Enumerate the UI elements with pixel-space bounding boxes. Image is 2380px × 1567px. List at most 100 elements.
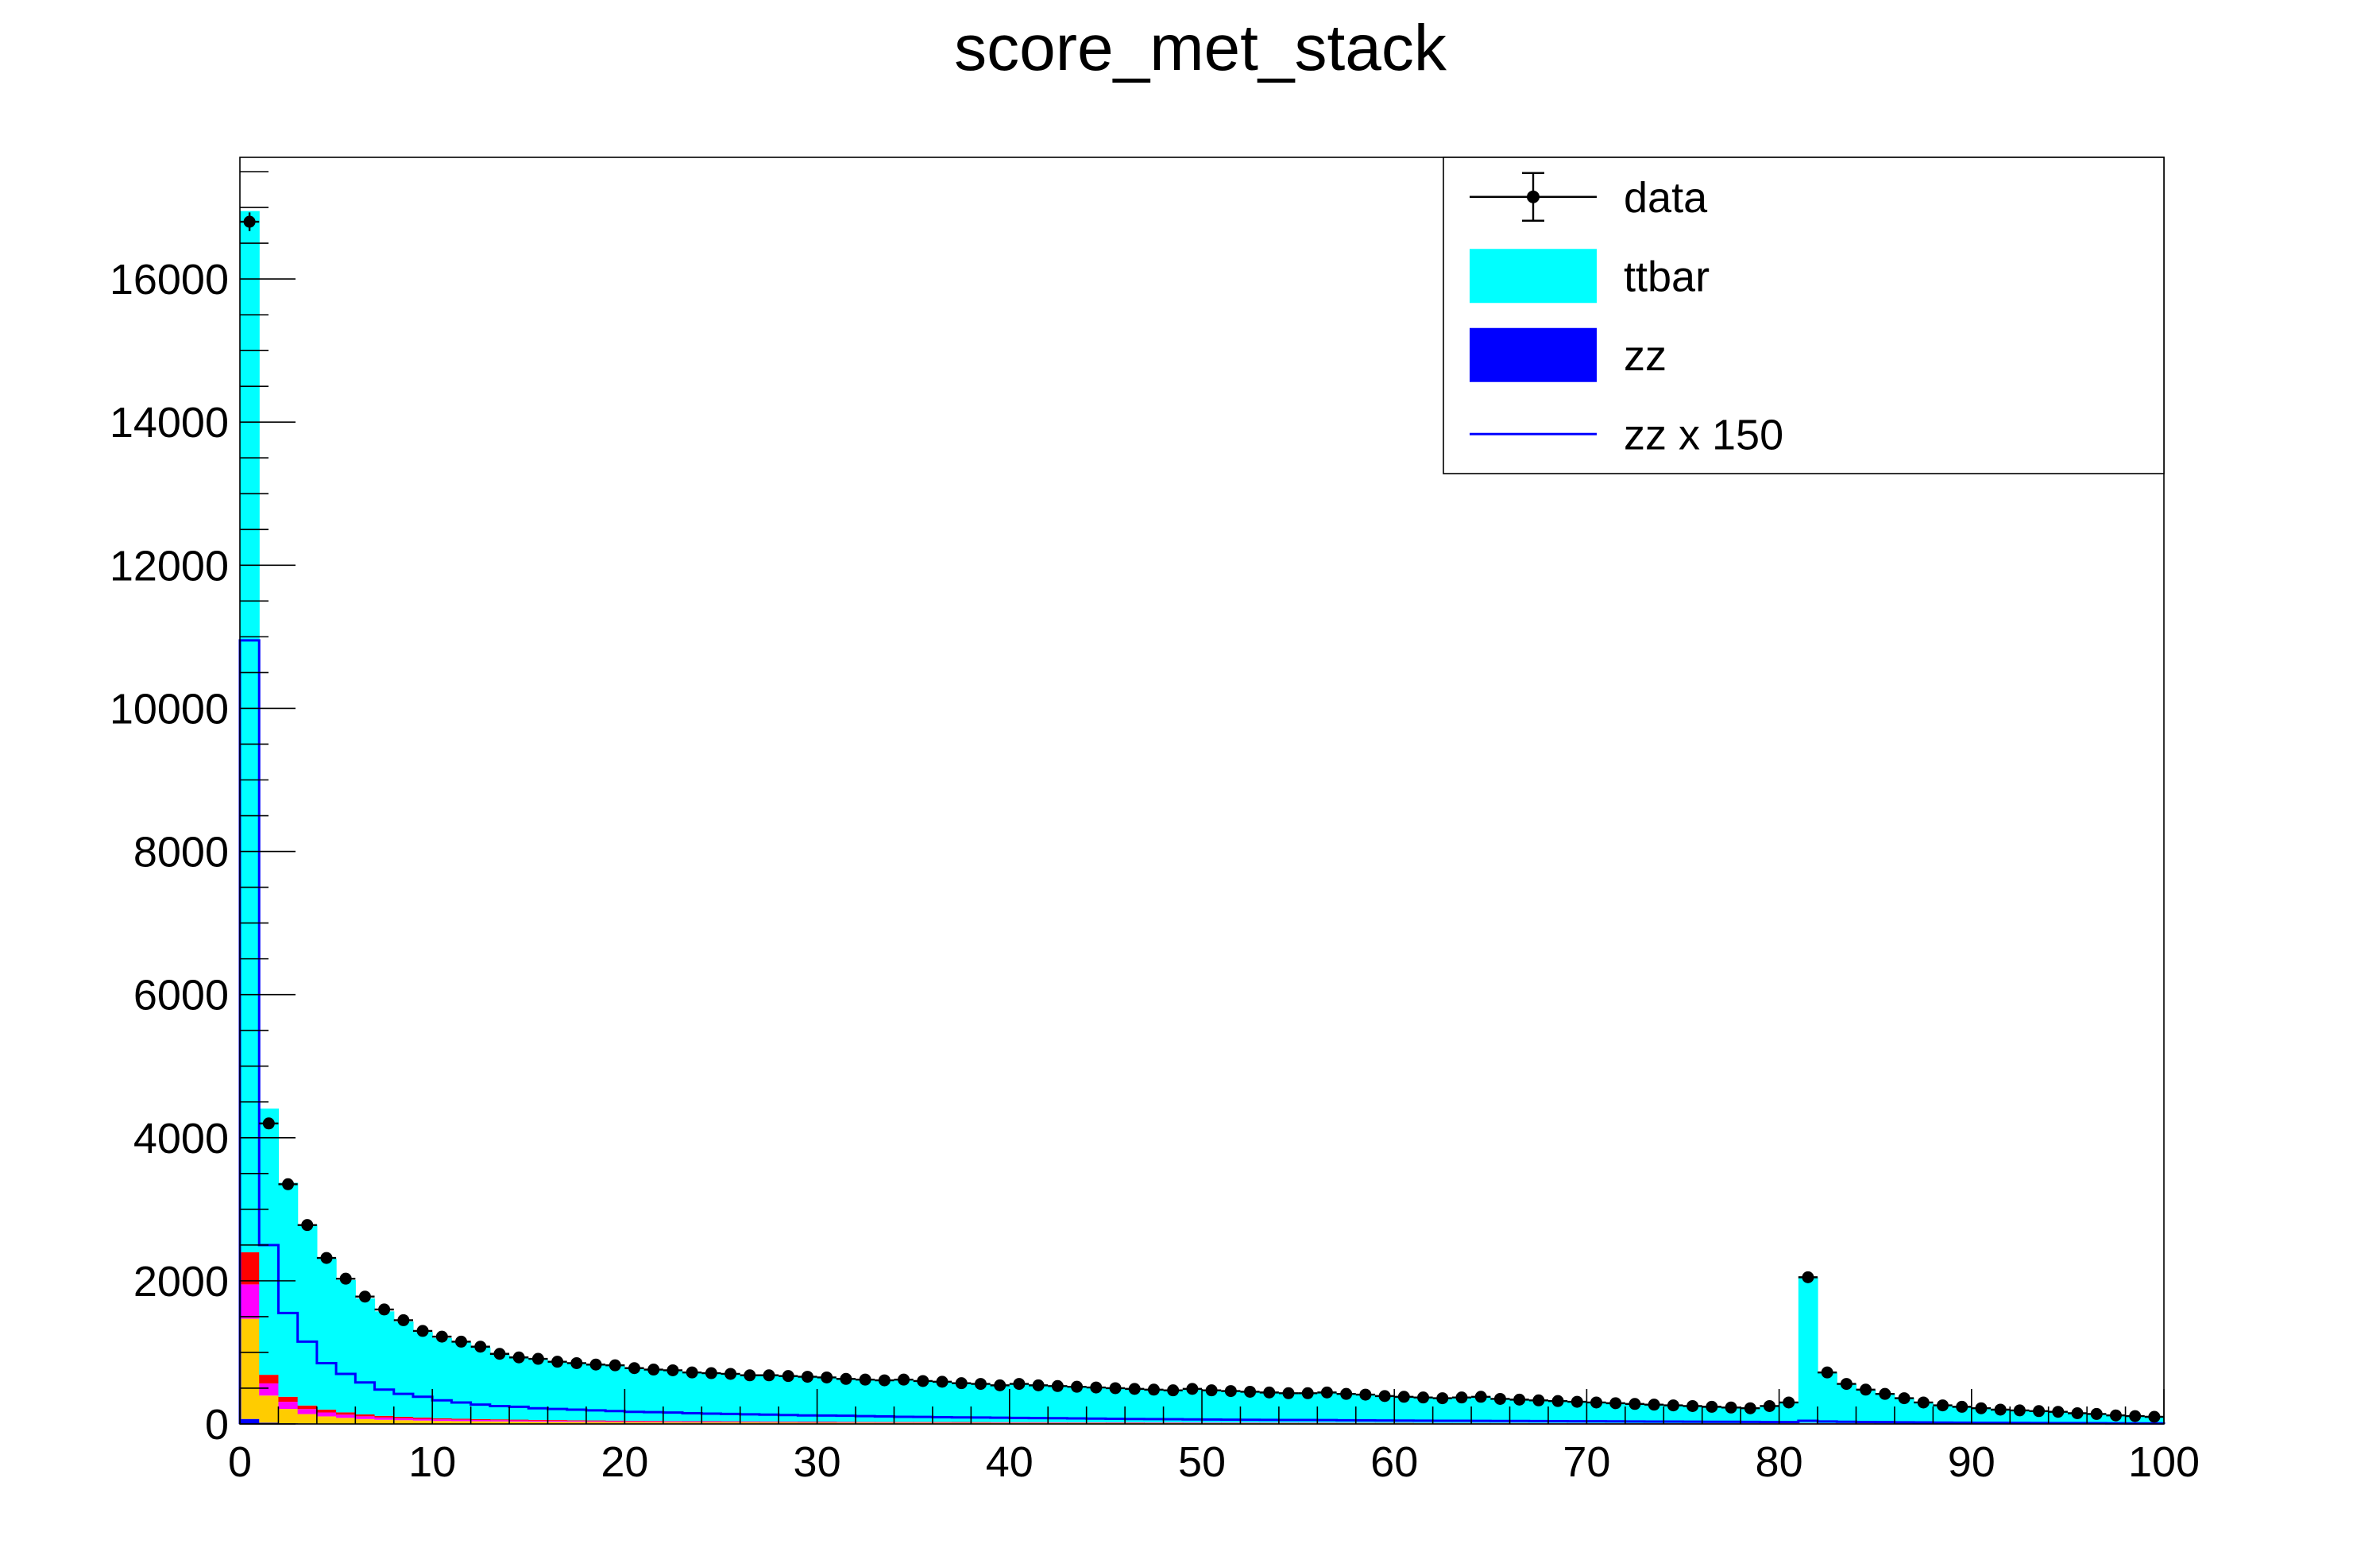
ttbar-bar — [1663, 1405, 1684, 1423]
data-point — [378, 1303, 391, 1316]
data-point — [821, 1371, 833, 1383]
red-bg-bar — [412, 1417, 433, 1419]
ttbar-bar — [1048, 1386, 1068, 1422]
x-tick-label: 80 — [1756, 1438, 1803, 1486]
red-bg-bar — [355, 1414, 376, 1417]
ttbar-bar — [1702, 1406, 1722, 1423]
ttbar-bar — [1644, 1404, 1664, 1423]
data-point — [358, 1290, 371, 1303]
data-point — [1455, 1391, 1468, 1404]
x-tick-label: 30 — [794, 1438, 841, 1486]
magenta-bg-bar — [932, 1422, 952, 1423]
magenta-bg-bar — [528, 1420, 549, 1422]
legend-box — [1443, 157, 2165, 474]
data-point — [435, 1330, 448, 1343]
data-point — [763, 1369, 775, 1382]
red-bg-bar — [528, 1419, 549, 1421]
data-point — [1821, 1366, 1833, 1379]
data-point — [1205, 1384, 1218, 1397]
data-point — [647, 1364, 660, 1376]
orange-bg-bar — [894, 1422, 914, 1424]
ttbar-bar — [1933, 1405, 1953, 1424]
data-point — [1763, 1399, 1775, 1412]
data-point — [801, 1371, 813, 1383]
red-bg-bar — [663, 1421, 683, 1422]
data-point — [1128, 1383, 1141, 1395]
ttbar-bar — [259, 1109, 280, 1375]
data-point — [2013, 1404, 2026, 1417]
magenta-bg-bar — [489, 1420, 510, 1422]
data-point — [2071, 1406, 2084, 1419]
magenta-bg-bar — [509, 1420, 529, 1422]
ttbar-bar — [432, 1337, 453, 1418]
ttbar-bar — [798, 1377, 818, 1422]
magenta-bg-bar — [432, 1419, 453, 1422]
magenta-bg-bar — [836, 1422, 856, 1423]
magenta-bg-bar — [856, 1422, 875, 1423]
legend-label: zz x 150 — [1624, 411, 1783, 458]
data-point — [1917, 1396, 1930, 1409]
ttbar-bar — [470, 1347, 491, 1419]
magenta-bg-bar — [336, 1414, 356, 1418]
data-point — [320, 1252, 333, 1264]
x-tick-label: 70 — [1563, 1438, 1610, 1486]
data-point — [628, 1362, 641, 1375]
orange-bg-bar — [721, 1422, 741, 1424]
magenta-bg-bar — [971, 1422, 991, 1423]
data-point — [243, 215, 256, 228]
red-bg-bar — [374, 1415, 395, 1418]
magenta-bg-bar — [278, 1402, 299, 1410]
red-bg-bar — [624, 1420, 645, 1422]
red-bg-bar — [509, 1419, 529, 1421]
plot-area — [238, 157, 2166, 1425]
magenta-bg-bar — [470, 1419, 491, 1422]
data-point — [2090, 1407, 2103, 1420]
data-point — [551, 1356, 564, 1368]
data-point — [2033, 1405, 2046, 1418]
data-point — [1032, 1379, 1045, 1391]
data-point — [1667, 1399, 1679, 1412]
data-point — [878, 1374, 891, 1387]
orange-bg-bar — [316, 1416, 337, 1424]
y-tick-label: 8000 — [133, 829, 229, 876]
data-point — [1051, 1379, 1064, 1392]
data-point — [1956, 1400, 1969, 1413]
ttbar-bar — [336, 1279, 356, 1413]
red-bg-bar — [316, 1409, 337, 1413]
data-point — [1840, 1378, 1853, 1391]
y-tick-label: 4000 — [133, 1115, 229, 1163]
legend-entry: data — [1470, 172, 1708, 222]
orange-bg-bar — [278, 1409, 299, 1424]
ttbar-bar — [374, 1311, 395, 1416]
magenta-bg-bar — [1009, 1422, 1030, 1423]
data-point — [1513, 1393, 1526, 1406]
ttbar-bar — [316, 1258, 337, 1410]
ttbar-bar — [1837, 1383, 1857, 1424]
ttbar-bar — [1683, 1406, 1703, 1423]
ttbar-bar — [528, 1359, 549, 1420]
x-tick-label: 60 — [1370, 1438, 1418, 1486]
orange-bg-bar — [913, 1422, 933, 1424]
legend-label: zz — [1624, 332, 1667, 380]
data-point — [917, 1375, 929, 1387]
ttbar-bar — [913, 1381, 933, 1422]
orange-bg-bar — [297, 1414, 318, 1424]
data-points — [240, 212, 2164, 1423]
red-bg-bar — [605, 1420, 625, 1422]
x-tick-label: 40 — [986, 1438, 1034, 1486]
x-tick-label: 20 — [601, 1438, 648, 1486]
legend: data ttbar zz zz x 150 — [1443, 157, 2165, 474]
orange-bg-bar — [393, 1420, 414, 1424]
x-tick-label: 0 — [228, 1438, 252, 1486]
data-point — [2109, 1409, 2122, 1422]
orange-bg-bar — [528, 1422, 549, 1424]
data-point — [666, 1364, 679, 1376]
data-point — [974, 1378, 987, 1391]
data-point — [859, 1373, 871, 1386]
data-point — [609, 1359, 621, 1372]
data-point — [1936, 1399, 1949, 1412]
orange-bg-bar — [489, 1421, 510, 1424]
data-point — [1629, 1398, 1641, 1410]
orange-bg-bar — [355, 1418, 376, 1424]
ttbar-bar — [1798, 1277, 1818, 1423]
